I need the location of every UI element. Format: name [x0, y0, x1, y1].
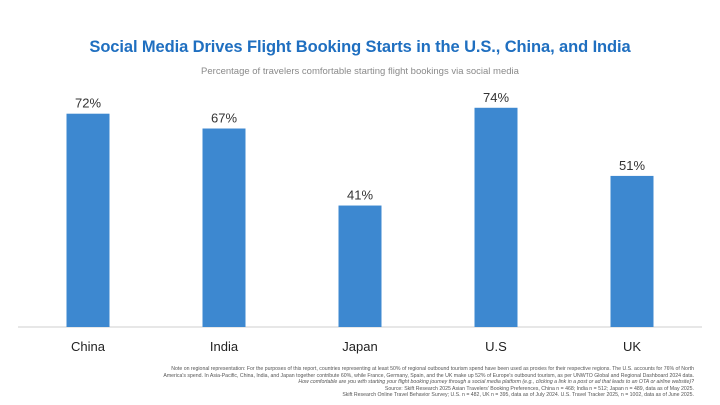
bar-uk [610, 175, 654, 327]
bar-us [474, 107, 518, 328]
x-tick-label: UK [623, 339, 641, 354]
source-line-1: Source: Skift Research 2025 Asian Travel… [384, 385, 694, 392]
value-label: 41% [347, 188, 373, 203]
x-tick-label: U.S [485, 339, 507, 354]
x-tick-label: India [210, 339, 239, 354]
survey-question: How comfortable are you with starting yo… [298, 379, 694, 386]
footnotes: Note on regional representation: For the… [14, 366, 694, 399]
x-tick-labels-group: China India Japan U.S UK [71, 339, 641, 354]
value-labels-group: 72% 67% 41% 74% 51% [75, 90, 645, 203]
bar-china [66, 113, 110, 327]
source-line-2: Skift Research Online Travel Behavior Su… [342, 392, 694, 399]
chart-subtitle: Percentage of travelers comfortable star… [201, 66, 519, 77]
value-label: 74% [483, 90, 509, 105]
chart-title: Social Media Drives Flight Booking Start… [89, 38, 631, 56]
value-label: 72% [75, 96, 101, 111]
note-line-2: America's spend. In Asia-Pacific, China,… [163, 372, 694, 379]
bar-india [202, 128, 246, 327]
bar-japan [338, 205, 382, 327]
x-tick-label: China [71, 339, 106, 354]
bar-chart: 72% 67% 41% 74% 51% China India Japan U.S UK [18, 90, 702, 354]
note-line-1: Note on regional representation: For the… [171, 366, 694, 372]
x-tick-label: Japan [342, 339, 377, 354]
bars-group [66, 107, 654, 328]
value-label: 67% [211, 111, 237, 126]
value-label: 51% [619, 158, 645, 173]
